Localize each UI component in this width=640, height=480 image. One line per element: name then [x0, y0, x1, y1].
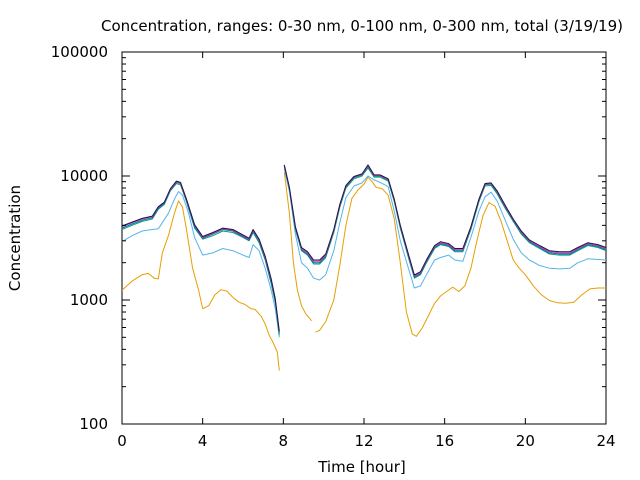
series-1-line: [121, 200, 280, 371]
series-1-line: [283, 171, 312, 322]
y-tick-label: 100000: [51, 43, 108, 61]
series-6-line: [121, 180, 280, 332]
series-3-line: [121, 183, 280, 336]
x-tick-label: 24: [596, 432, 615, 450]
y-tick-label: 1000: [70, 291, 108, 309]
series-3-line: [283, 166, 607, 279]
chart-title: Concentration, ranges: 0-30 nm, 0-100 nm…: [101, 17, 623, 35]
series-4-line: [283, 165, 607, 278]
x-tick-label: 8: [279, 432, 289, 450]
series-5-line: [283, 165, 607, 277]
series-6-line: [283, 164, 607, 276]
x-axis-label: Time [hour]: [317, 458, 406, 476]
series-layer: [121, 164, 607, 371]
x-tick-label: 4: [198, 432, 208, 450]
ticks-layer: 0 4 8 12 16 20 24 100 1000 10000 100000: [51, 43, 616, 450]
y-axis-label: Concentration: [6, 185, 24, 291]
series-1-line: [315, 176, 606, 337]
x-tick-label: 20: [516, 432, 535, 450]
y-tick-label: 10000: [60, 167, 108, 185]
x-tick-label: 16: [435, 432, 454, 450]
x-tick-label: 12: [354, 432, 373, 450]
x-tick-label: 0: [117, 432, 127, 450]
y-tick-label: 100: [79, 415, 108, 433]
series-2-line: [121, 191, 280, 338]
series-2-line: [283, 168, 607, 289]
